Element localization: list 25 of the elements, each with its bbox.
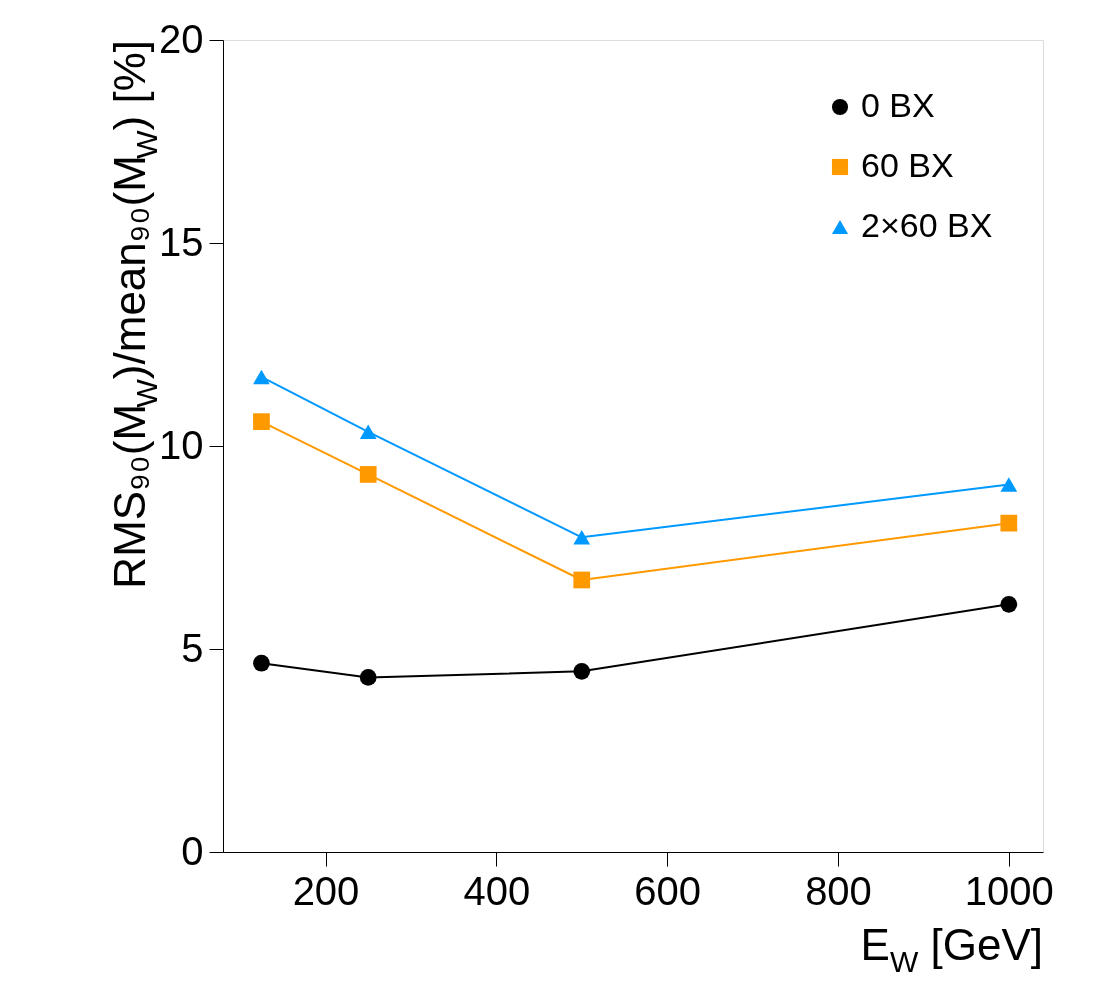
y-tick-label: 0 <box>181 828 204 873</box>
point <box>1000 477 1018 492</box>
x-tick-label: 800 <box>805 868 872 913</box>
point <box>359 424 377 440</box>
point <box>1000 595 1018 613</box>
legend-label: 60 BX <box>861 146 954 184</box>
point <box>573 662 591 680</box>
point <box>253 413 270 431</box>
x-tick-label: 200 <box>292 868 360 913</box>
y-tick-label: 20 <box>159 16 204 61</box>
legend-label: 0 BX <box>861 86 935 124</box>
point <box>359 669 377 686</box>
x-tick-label: 600 <box>634 868 702 913</box>
legend-label: 2×60 BX <box>861 206 993 244</box>
point <box>573 530 591 545</box>
point <box>573 571 591 589</box>
point <box>1000 514 1018 532</box>
x-tick-label: 1000 <box>964 868 1054 913</box>
y-tick-label: 10 <box>159 422 204 467</box>
point <box>253 369 270 385</box>
y-tick-label: 15 <box>159 219 204 264</box>
y-tick-label: 5 <box>181 625 204 670</box>
point <box>359 466 377 483</box>
x-tick-label: 400 <box>463 868 531 913</box>
point <box>253 654 270 672</box>
